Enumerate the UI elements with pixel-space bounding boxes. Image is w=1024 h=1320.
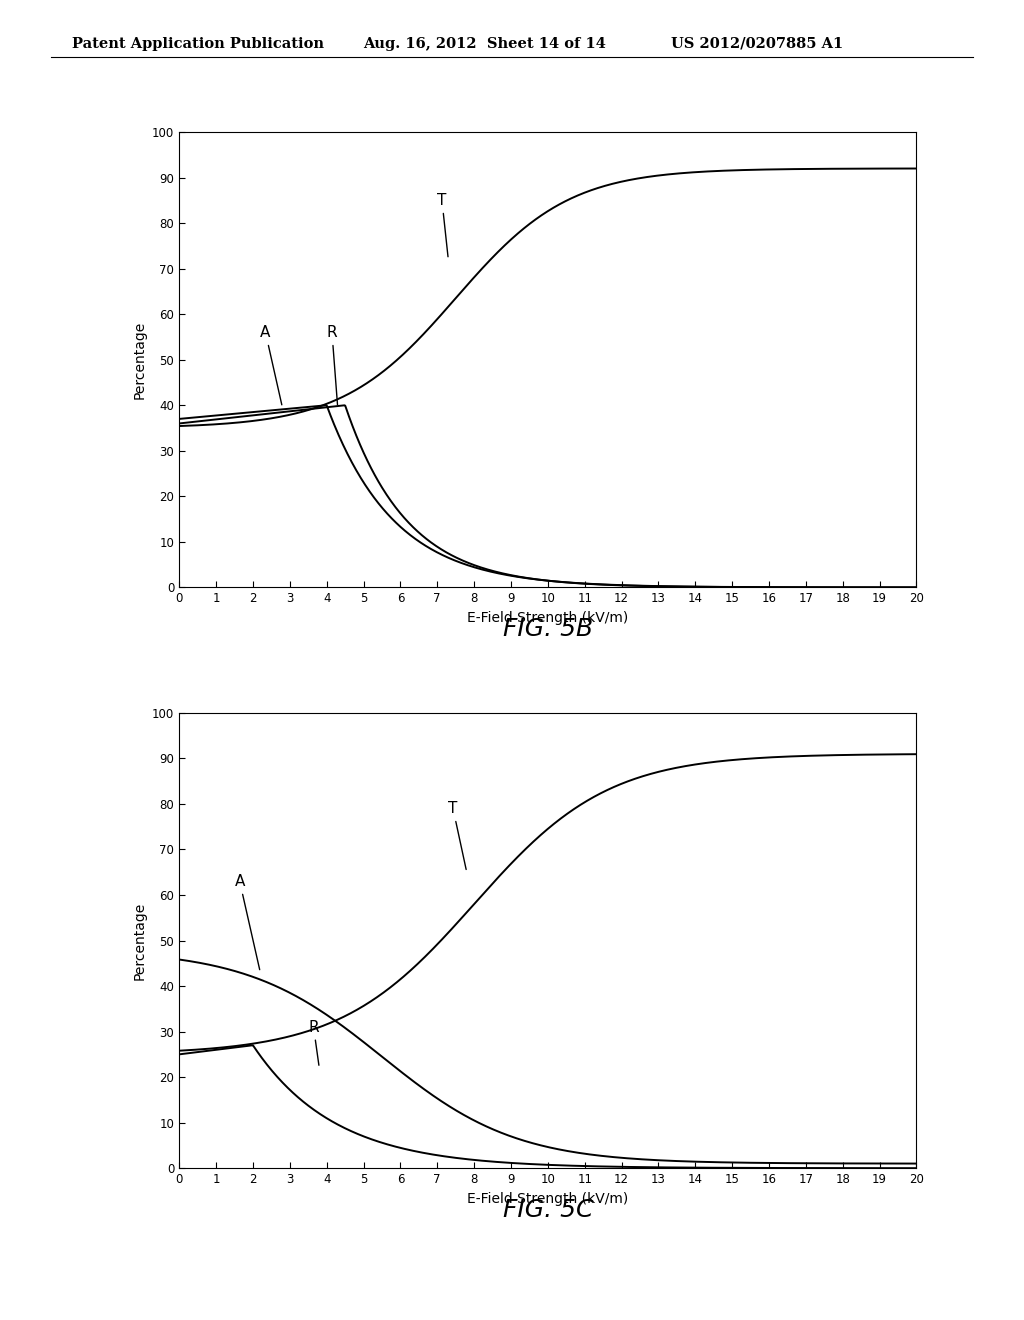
Text: R: R xyxy=(327,325,338,405)
X-axis label: E-Field Strength (kV/m): E-Field Strength (kV/m) xyxy=(467,611,629,624)
Text: T: T xyxy=(437,193,449,257)
Text: R: R xyxy=(308,1019,318,1065)
Text: FIG. 5B: FIG. 5B xyxy=(503,618,593,642)
Text: A: A xyxy=(234,874,260,970)
X-axis label: E-Field Strength (kV/m): E-Field Strength (kV/m) xyxy=(467,1192,629,1205)
Text: Patent Application Publication: Patent Application Publication xyxy=(72,37,324,51)
Text: Aug. 16, 2012  Sheet 14 of 14: Aug. 16, 2012 Sheet 14 of 14 xyxy=(364,37,606,51)
Text: FIG. 5C: FIG. 5C xyxy=(503,1199,593,1222)
Text: US 2012/0207885 A1: US 2012/0207885 A1 xyxy=(671,37,843,51)
Text: A: A xyxy=(260,325,282,405)
Y-axis label: Percentage: Percentage xyxy=(132,321,146,399)
Y-axis label: Percentage: Percentage xyxy=(132,902,146,979)
Text: T: T xyxy=(449,801,466,870)
